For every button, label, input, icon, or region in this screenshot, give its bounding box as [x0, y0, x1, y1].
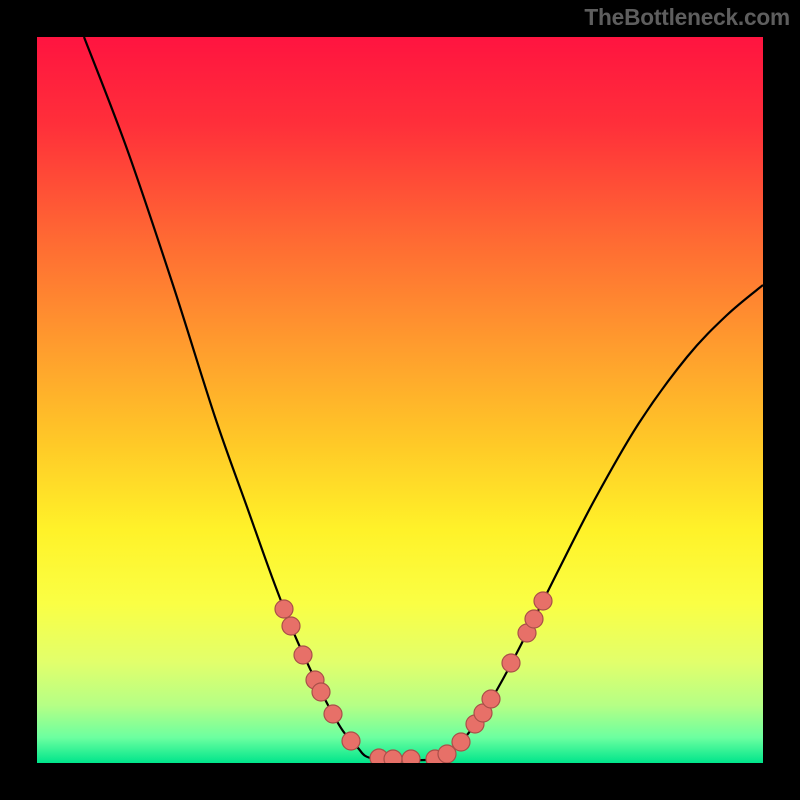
data-dot: [534, 592, 552, 610]
data-dot: [402, 750, 420, 763]
chart-svg: [37, 37, 763, 763]
data-dot: [324, 705, 342, 723]
data-dot: [525, 610, 543, 628]
chart-plot-area: [37, 37, 763, 763]
data-dot: [502, 654, 520, 672]
data-dot: [282, 617, 300, 635]
data-dot: [342, 732, 360, 750]
data-dot: [312, 683, 330, 701]
watermark-text: TheBottleneck.com: [584, 4, 790, 31]
data-dot: [452, 733, 470, 751]
data-dot: [294, 646, 312, 664]
chart-frame: TheBottleneck.com: [0, 0, 800, 800]
data-dot: [275, 600, 293, 618]
data-dot: [384, 750, 402, 763]
data-dot: [482, 690, 500, 708]
